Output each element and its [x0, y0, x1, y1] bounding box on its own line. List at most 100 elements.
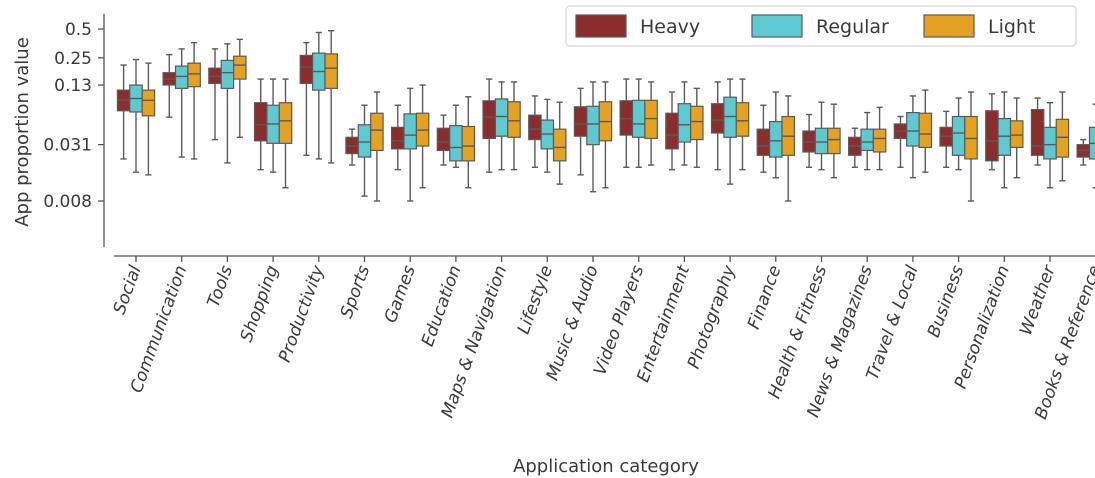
iqr-box [461, 125, 476, 162]
iqr-box [985, 110, 999, 162]
iqr-box [528, 114, 542, 141]
box-heavy [573, 87, 588, 176]
legend-label-heavy: Heavy [640, 16, 700, 38]
iqr-box [710, 103, 725, 134]
box-heavy [162, 53, 177, 118]
x-tick-label: Photography [684, 262, 740, 372]
box-regular [906, 95, 920, 179]
y-tick-label: 0.5 [65, 20, 92, 40]
box-light [187, 41, 201, 160]
box-heavy [939, 110, 953, 168]
iqr-box [860, 128, 874, 152]
iqr-box [918, 112, 933, 149]
iqr-box [689, 105, 704, 141]
box-regular [312, 31, 326, 160]
iqr-box [299, 54, 314, 85]
y-axis-title: App proportion value [12, 37, 33, 227]
box-regular [1043, 102, 1057, 189]
box-heavy [482, 78, 496, 173]
box-light [1009, 97, 1024, 179]
y-tick-label: 0.031 [43, 136, 92, 156]
box-light [507, 81, 521, 171]
y-axis: 0.008 0.031 0.13 0.25 0.5 [43, 14, 105, 247]
iqr-box [357, 124, 372, 158]
iqr-box [324, 53, 338, 89]
x-axis-title: Application category [513, 456, 699, 477]
x-tick-label: Finance [744, 263, 785, 332]
box-light [1055, 91, 1070, 182]
iqr-box [141, 89, 156, 117]
box-light [735, 78, 750, 171]
x-tick-label: Lifestyle [514, 263, 557, 337]
box-heavy [847, 127, 862, 168]
iqr-box [233, 55, 247, 80]
box-regular [860, 111, 874, 171]
box-heavy [208, 48, 222, 141]
legend-swatch-heavy [575, 14, 627, 38]
iqr-box [174, 65, 189, 89]
iqr-box [665, 112, 679, 150]
box-regular [1088, 103, 1095, 189]
x-tick-label: Sports [337, 263, 374, 321]
box-light [461, 96, 476, 189]
box-heavy [756, 104, 771, 173]
y-tick-label: 0.008 [43, 192, 92, 212]
box-regular [174, 48, 189, 158]
box-light [918, 89, 933, 173]
iqr-box [449, 125, 463, 162]
iqr-box [391, 126, 405, 150]
box-regular [540, 98, 555, 173]
iqr-box [768, 120, 783, 158]
y-tick-label: 0.25 [54, 49, 92, 69]
iqr-box [964, 115, 978, 160]
box-regular [631, 78, 646, 168]
legend-label-regular: Regular [816, 16, 889, 38]
iqr-box [436, 127, 451, 152]
iqr-box [494, 98, 509, 137]
box-regular [814, 101, 829, 171]
iqr-box [997, 118, 1012, 156]
box-regular [586, 81, 600, 193]
iqr-box [723, 96, 737, 138]
box-light [278, 78, 293, 189]
iqr-box [827, 127, 841, 155]
box-regular [357, 104, 372, 197]
iqr-box [220, 59, 235, 89]
iqr-box [1055, 118, 1070, 158]
box-light [644, 81, 658, 166]
box-regular [677, 81, 692, 166]
box-heavy [893, 115, 908, 168]
iqr-box [552, 128, 567, 162]
iqr-box [951, 115, 966, 156]
x-tick-label: Business [924, 263, 968, 340]
x-tick-label: Games [381, 263, 420, 326]
box-regular [494, 81, 509, 171]
boxes-layer [116, 29, 1095, 202]
iqr-box [586, 105, 600, 146]
box-light [141, 62, 156, 176]
iqr-box [1043, 126, 1057, 160]
box-regular [220, 43, 235, 164]
box-heavy [528, 95, 542, 168]
iqr-box [253, 102, 268, 142]
x-tick-label: Shopping [237, 263, 283, 345]
box-regular [449, 104, 463, 168]
iqr-box [677, 103, 692, 143]
iqr-box [403, 113, 417, 150]
box-heavy [619, 78, 634, 168]
iqr-box [735, 102, 750, 137]
box-light [552, 101, 567, 185]
box-regular [266, 78, 280, 173]
iqr-box [872, 128, 887, 153]
box-light [872, 106, 887, 171]
box-regular [723, 78, 737, 185]
box-light [233, 38, 247, 138]
box-light [324, 29, 338, 164]
box-regular [768, 91, 783, 179]
legend: Heavy Regular Light [565, 5, 1077, 47]
iqr-box [631, 99, 646, 138]
box-heavy [1076, 138, 1091, 166]
iqr-box [507, 101, 521, 138]
